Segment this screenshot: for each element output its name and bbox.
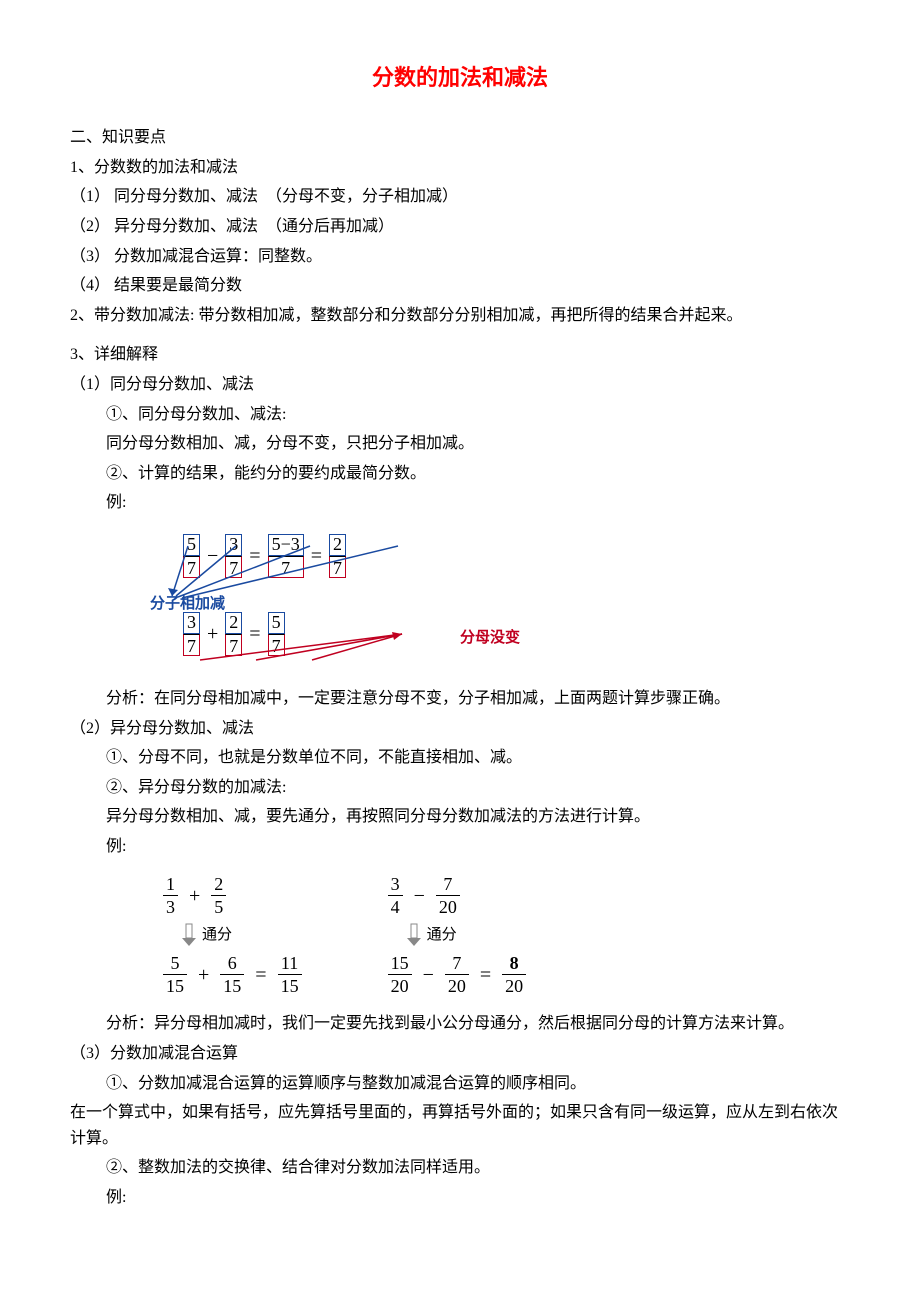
- frac-5-7b: 57: [268, 612, 285, 656]
- arrow-tongfen-left: 通分: [180, 922, 305, 948]
- point-3-3-a: ①、分数加减混合运算的运算顺序与整数加减混合运算的顺序相同。: [106, 1071, 850, 1097]
- point-3-2-c: 异分母分数相加、减，要先通分，再按照同分母分数加减法的方法进行计算。: [106, 804, 850, 830]
- frac-6-15: 615: [220, 954, 244, 995]
- frac-3-7b: 37: [183, 612, 200, 656]
- plus-op: +: [207, 618, 218, 650]
- point-1: 1、分数数的加法和减法: [70, 155, 850, 181]
- point-1-3: （3） 分数加减混合运算：同整数。: [70, 244, 850, 270]
- point-1-4: （4） 结果要是最简分数: [70, 273, 850, 299]
- frac-5minus3-7: 5−37: [268, 534, 304, 578]
- point-3-1-a: ①、同分母分数加、减法:: [106, 402, 850, 428]
- frac-2-7b: 27: [225, 612, 242, 656]
- point-3-1-d: 例:: [106, 490, 850, 516]
- point-3-2-d: 例:: [106, 834, 850, 860]
- point-3-3-c: ②、整数加法的交换律、结合律对分数加法同样适用。: [106, 1155, 850, 1181]
- frac-5-7: 57: [183, 534, 200, 578]
- tongfen-label: 通分: [427, 923, 457, 947]
- equals-op: =: [480, 959, 491, 991]
- point-3-3-b: 在一个算式中，如果有括号，应先算括号里面的，再算括号外面的；如果只含有同一级运算…: [70, 1100, 850, 1151]
- point-3-3-d: 例:: [106, 1185, 850, 1211]
- point-2: 2、带分数加减法: 带分数相加减，整数部分和分数部分分别相加减，再把所得的结果合…: [70, 303, 850, 329]
- frac-2-7: 27: [329, 534, 346, 578]
- point-3: 3、详细解释: [70, 342, 850, 368]
- section-2-heading: 二、知识要点: [70, 125, 850, 151]
- plus-op: +: [198, 959, 209, 991]
- plus-op: +: [189, 880, 200, 912]
- frac-3-7: 37: [225, 534, 242, 578]
- diagram-diff-denominator: 13 + 25 通分 515 + 615 = 1115 34 − 720 通分 …: [160, 869, 850, 1001]
- frac-8-20: 820: [502, 954, 526, 995]
- frac-3-4: 34: [388, 875, 403, 916]
- frac-1-3: 13: [163, 875, 178, 916]
- point-3-2-b: ②、异分母分数的加减法:: [106, 775, 850, 801]
- point-3-1-b: 同分母分数相加、减，分母不变，只把分子相加减。: [106, 431, 850, 457]
- point-3-1-c: ②、计算的结果，能约分的要约成最简分数。: [106, 461, 850, 487]
- equals-op: =: [249, 618, 260, 650]
- frac-11-15: 1115: [278, 954, 302, 995]
- arrow-down-icon: [180, 922, 198, 948]
- point-1-2: （2） 异分母分数加、减法 （通分后再加减）: [70, 214, 850, 240]
- example-right: 34 − 720 通分 1520 − 720 = 820: [385, 869, 530, 1001]
- point-3-2: （2）异分母分数加、减法: [70, 716, 850, 742]
- arrow-down-icon: [405, 922, 423, 948]
- label-numerator-addsub: 分子相加减: [150, 592, 225, 616]
- frac-2-5: 25: [211, 875, 226, 916]
- point-3-1: （1）同分母分数加、减法: [70, 372, 850, 398]
- equals-op: =: [311, 540, 322, 572]
- minus-op: −: [423, 959, 434, 991]
- example-left: 13 + 25 通分 515 + 615 = 1115: [160, 869, 305, 1001]
- point-3-3: （3）分数加减混合运算: [70, 1041, 850, 1067]
- equals-op: =: [249, 540, 260, 572]
- label-denominator-unchanged: 分母没变: [460, 626, 520, 650]
- page-title: 分数的加法和减法: [70, 60, 850, 95]
- tongfen-label: 通分: [202, 923, 232, 947]
- point-3-2-a: ①、分母不同，也就是分数单位不同，不能直接相加、减。: [106, 745, 850, 771]
- diagram-same-denominator: 57 − 37 = 5−37 = 27 分子相加减 37 + 27 = 57 分…: [160, 534, 480, 668]
- arrow-tongfen-right: 通分: [405, 922, 530, 948]
- frac-5-15: 515: [163, 954, 187, 995]
- point-3-2-analysis: 分析：异分母相加减时，我们一定要先找到最小公分母通分，然后根据同分母的计算方法来…: [106, 1011, 850, 1037]
- equals-op: =: [255, 959, 266, 991]
- minus-op: −: [207, 540, 218, 572]
- point-3-1-analysis: 分析：在同分母相加减中，一定要注意分母不变，分子相加减，上面两题计算步骤正确。: [106, 686, 850, 712]
- frac-7-20b: 720: [445, 954, 469, 995]
- frac-7-20: 720: [436, 875, 460, 916]
- frac-15-20: 1520: [388, 954, 412, 995]
- point-1-1: （1） 同分母分数加、减法 （分母不变，分子相加减）: [70, 184, 850, 210]
- minus-op: −: [414, 880, 425, 912]
